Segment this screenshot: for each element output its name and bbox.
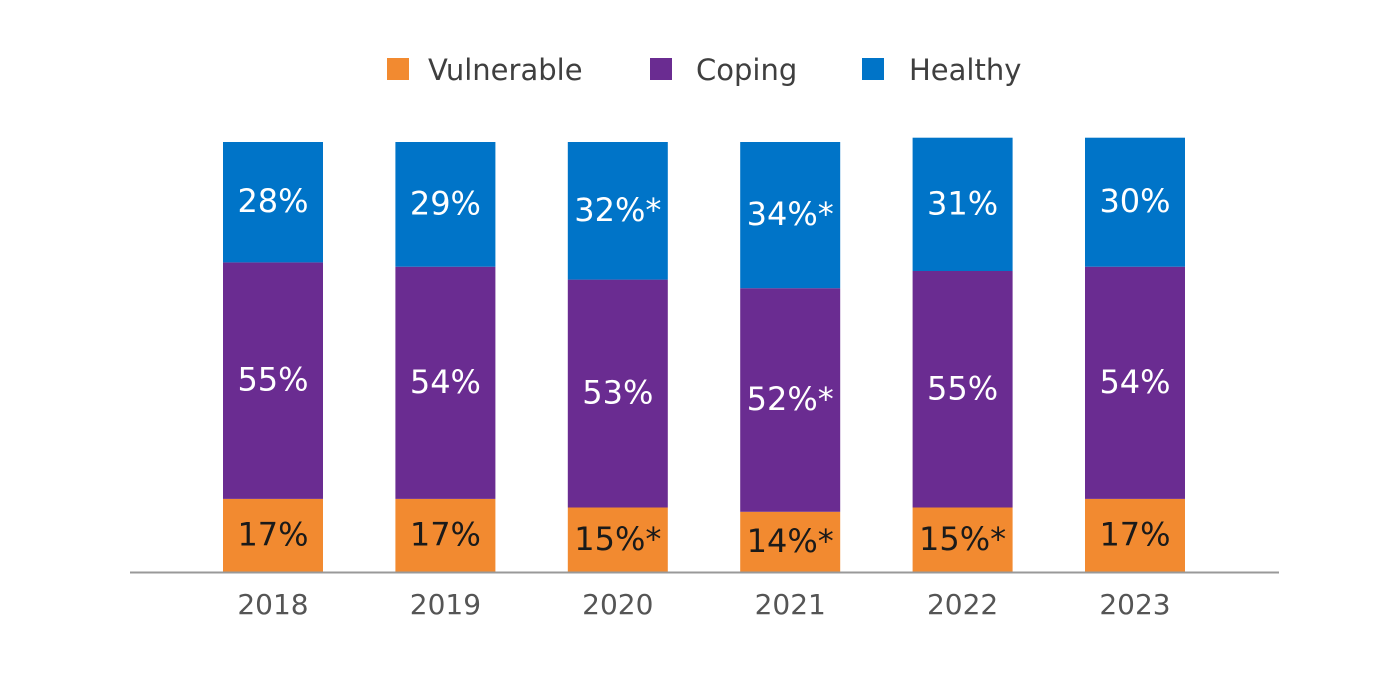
bar-healthy-2020 — [567, 142, 668, 280]
bar-healthy-2023 — [1085, 137, 1185, 267]
bar-vulnerable-2020 — [567, 507, 668, 572]
bar-healthy-2018 — [223, 142, 323, 263]
data-label-vulnerable-2022: 15%* — [919, 520, 1006, 558]
bar-vulnerable-2023 — [1085, 498, 1185, 572]
bar-coping-2018 — [223, 262, 323, 499]
bar-coping-2021 — [740, 288, 841, 512]
bar-healthy-2022 — [912, 137, 1013, 271]
legend-swatch-coping — [650, 58, 672, 80]
data-label-vulnerable-2023: 17% — [1099, 515, 1170, 553]
legend-label-healthy: Healthy — [909, 53, 1021, 87]
data-label-healthy-2021: 34%* — [747, 195, 834, 233]
x-tick-label-2022: 2022 — [927, 588, 998, 621]
data-label-coping-2018: 55% — [237, 361, 308, 399]
data-label-healthy-2019: 29% — [410, 184, 481, 222]
x-tick-label-2019: 2019 — [410, 588, 481, 621]
data-label-healthy-2023: 30% — [1099, 182, 1170, 220]
data-label-healthy-2022: 31% — [927, 184, 998, 222]
data-label-coping-2023: 54% — [1099, 363, 1170, 401]
bar-vulnerable-2018 — [223, 498, 323, 572]
x-axis: 2018 2019 2020 2021 2022 2023 — [130, 571, 1279, 621]
bar-vulnerable-2022 — [912, 507, 1013, 572]
bar-coping-2020 — [567, 279, 668, 508]
legend-swatch-healthy — [862, 58, 884, 80]
bar-healthy-2021 — [740, 142, 841, 289]
data-label-coping-2022: 55% — [927, 369, 998, 407]
data-label-coping-2021: 52%* — [747, 380, 834, 418]
data-label-coping-2019: 54% — [410, 363, 481, 401]
data-label-vulnerable-2021: 14%* — [747, 522, 834, 560]
data-label-healthy-2020: 32%* — [574, 191, 661, 229]
x-tick-label-2020: 2020 — [582, 588, 653, 621]
bar-healthy-2019 — [395, 142, 496, 267]
legend-label-vulnerable: Vulnerable — [428, 53, 583, 87]
data-label-coping-2020: 53% — [582, 374, 653, 412]
bar-coping-2022 — [912, 271, 1013, 508]
data-label-vulnerable-2018: 17% — [237, 515, 308, 553]
bar-coping-2019 — [395, 266, 496, 499]
x-tick-label-2018: 2018 — [237, 588, 308, 621]
legend-swatch-vulnerable — [387, 58, 409, 80]
bars-group — [223, 137, 1185, 572]
legend-label-coping: Coping — [696, 53, 797, 87]
x-tick-label-2021: 2021 — [755, 588, 826, 621]
data-label-vulnerable-2020: 15%* — [574, 520, 661, 558]
x-tick-label-2023: 2023 — [1099, 588, 1170, 621]
bar-vulnerable-2019 — [395, 498, 496, 572]
data-label-vulnerable-2019: 17% — [410, 515, 481, 553]
bar-labels-group: 17% 55% 28% 17% 54% 29% 15%* 53% 32%* 14%* 52%* 34%… — [237, 182, 1170, 560]
legend: Vulnerable Coping Healthy — [387, 53, 1021, 87]
bar-coping-2023 — [1085, 266, 1185, 499]
data-label-healthy-2018: 28% — [237, 182, 308, 220]
bar-vulnerable-2021 — [740, 511, 841, 572]
